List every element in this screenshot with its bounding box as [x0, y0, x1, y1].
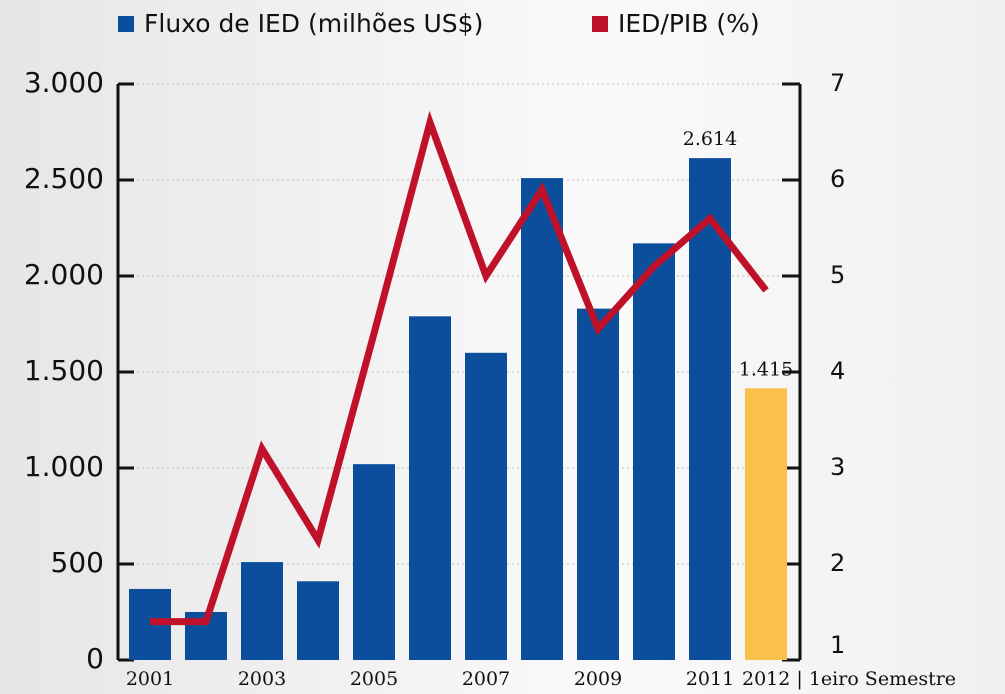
x-tick-label: 2003	[238, 668, 286, 690]
y2-tick-label: 3	[830, 453, 845, 481]
y2-tick-label: 1	[830, 631, 845, 659]
bar	[521, 178, 563, 660]
y-tick-label: 1.000	[24, 450, 104, 483]
y2-tick-label: 2	[830, 549, 845, 577]
y-tick-label: 2.500	[24, 162, 104, 195]
bar	[409, 316, 451, 660]
x-tick-label: 2001	[126, 668, 174, 690]
x-tick-label: 2011	[686, 668, 734, 690]
bar	[297, 581, 339, 660]
bar	[577, 308, 619, 660]
bar	[465, 352, 507, 660]
y2-tick-label: 6	[830, 165, 845, 193]
bar	[633, 243, 675, 661]
bar	[353, 464, 395, 660]
bar	[241, 562, 283, 660]
bar	[745, 388, 787, 660]
y2-tick-label: 5	[830, 261, 845, 289]
y-tick-label: 500	[51, 546, 104, 579]
y2-tick-label: 4	[830, 357, 845, 385]
value-label: 2.614	[683, 128, 737, 150]
line	[150, 110, 769, 626]
x-tick-label: 2005	[350, 668, 398, 690]
legend-label: Fluxo de IED (milhões US$)	[144, 9, 483, 38]
y-tick-label: 3.000	[24, 66, 104, 99]
legend-label: IED/PIB (%)	[618, 9, 760, 38]
y2-tick-label: 7	[830, 69, 845, 97]
y-tick-label: 1.500	[24, 354, 104, 387]
legend-swatch	[592, 16, 608, 32]
x-tick-label: 2007	[462, 668, 510, 690]
value-label: 1.415	[739, 358, 793, 380]
x-tick-label: 2012 | 1eiro Semestre	[742, 668, 956, 690]
x-tick-label: 2009	[574, 668, 622, 690]
y-tick-label: 0	[86, 642, 104, 675]
y-tick-label: 2.000	[24, 258, 104, 291]
legend-swatch	[118, 16, 134, 32]
